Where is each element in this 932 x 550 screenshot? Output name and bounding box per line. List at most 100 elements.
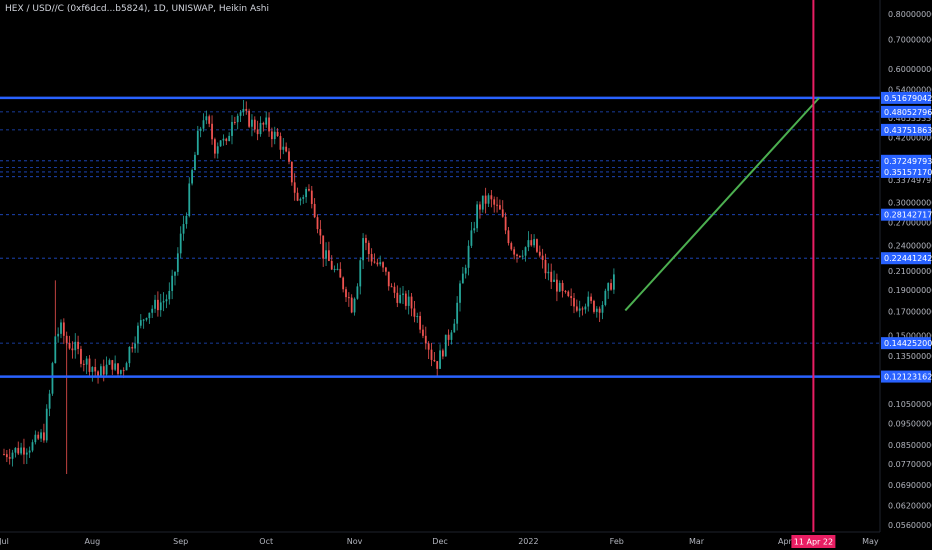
candle-body xyxy=(262,122,265,125)
candle-body xyxy=(268,117,270,132)
candle-body xyxy=(205,116,208,121)
price-tick-label: 0.46535331 xyxy=(888,114,932,123)
candle-body xyxy=(28,450,31,453)
candle-body xyxy=(142,319,145,321)
date-marker-label: 11 Apr 22 xyxy=(794,538,833,547)
candle-body xyxy=(373,261,376,263)
candle-body xyxy=(561,282,564,291)
candle-body xyxy=(516,254,518,256)
candle-body xyxy=(382,262,384,268)
candle-body xyxy=(396,292,399,303)
candle-body xyxy=(288,151,290,162)
time-tick-label: Oct xyxy=(259,537,273,546)
price-tick-label: 0.30000000 xyxy=(888,198,932,207)
candle-body xyxy=(219,140,222,147)
candle-body xyxy=(339,268,342,278)
price-tick-label: 0.15000000 xyxy=(888,332,932,341)
candle-body xyxy=(345,289,347,298)
candle-body xyxy=(37,434,40,439)
candle-body xyxy=(601,304,604,313)
candle-body xyxy=(507,230,510,244)
candle-body xyxy=(447,334,450,340)
price-level-label: 0.22441242 xyxy=(884,254,932,263)
candle-body xyxy=(464,267,467,274)
candle-body xyxy=(154,299,156,309)
price-tick-label: 0.08500000 xyxy=(888,441,932,450)
candle-body xyxy=(325,250,327,259)
date-marker-badge xyxy=(791,535,836,548)
price-level-badge xyxy=(881,105,931,118)
price-tick-label: 0.33749793 xyxy=(888,176,932,185)
candle-body xyxy=(8,457,11,459)
candle-body xyxy=(610,283,612,290)
candle-body xyxy=(476,204,478,229)
price-tick-label: 0.09500000 xyxy=(888,419,932,428)
candle-body xyxy=(60,322,62,334)
price-tick-label: 0.54000000 xyxy=(888,85,932,94)
candle-body xyxy=(379,262,382,265)
candle-body xyxy=(122,370,125,372)
candle-body xyxy=(513,249,516,255)
candle-body xyxy=(279,136,282,150)
candle-body xyxy=(185,215,188,225)
candle-body xyxy=(350,297,353,313)
candle-body xyxy=(593,300,595,312)
time-tick-label: Nov xyxy=(347,537,363,546)
candle-body xyxy=(430,349,433,360)
price-level-badge xyxy=(881,123,931,136)
candle-body xyxy=(214,139,216,154)
candle-body xyxy=(607,283,610,291)
candle-body xyxy=(3,454,5,456)
candle-body xyxy=(456,302,459,324)
candle-body xyxy=(54,336,57,364)
candle-body xyxy=(541,255,544,260)
candle-body xyxy=(80,348,82,364)
candle-body xyxy=(487,195,490,204)
candle-body xyxy=(117,363,119,374)
candle-body xyxy=(174,271,176,276)
candle-body xyxy=(43,432,45,441)
candle-body xyxy=(604,290,607,305)
candle-body xyxy=(199,128,202,131)
price-tick-label: 0.19000000 xyxy=(888,286,932,295)
candle-body xyxy=(427,343,430,350)
candle-body xyxy=(442,350,444,357)
candle-body xyxy=(359,260,362,287)
candle-body xyxy=(308,188,310,191)
candle-body xyxy=(353,298,356,313)
candle-body xyxy=(533,239,535,246)
price-tick-label: 0.17000000 xyxy=(888,308,932,317)
time-tick-label: Jul xyxy=(0,537,9,546)
candle-body xyxy=(248,110,250,127)
candle-body xyxy=(97,371,99,376)
candle-body xyxy=(313,203,316,218)
time-tick-label: Aug xyxy=(85,537,101,546)
candle-body xyxy=(119,370,122,374)
candle-body xyxy=(17,447,20,454)
candle-body xyxy=(393,286,396,293)
candle-body xyxy=(564,290,567,292)
candle-body xyxy=(336,268,339,270)
price-level-label: 0.51679042 xyxy=(884,94,932,103)
candle-body xyxy=(145,318,148,320)
candle-body xyxy=(524,247,527,256)
candle-body xyxy=(521,255,524,257)
candle-body xyxy=(296,192,299,201)
candle-body xyxy=(231,121,233,136)
candle-body xyxy=(102,366,105,375)
candle-body xyxy=(538,251,541,256)
candle-body xyxy=(282,146,285,150)
candle-body xyxy=(245,108,248,111)
candle-body xyxy=(367,242,370,255)
candle-body xyxy=(385,267,387,272)
candle-body xyxy=(310,190,313,204)
candle-body xyxy=(151,308,154,313)
candle-body xyxy=(479,204,481,210)
candle-body xyxy=(85,358,88,365)
price-tick-label: 0.24000000 xyxy=(888,241,932,250)
candle-body xyxy=(77,341,79,349)
candle-body xyxy=(276,131,279,137)
candle-body xyxy=(114,363,117,370)
time-tick-label: Mar xyxy=(689,537,705,546)
